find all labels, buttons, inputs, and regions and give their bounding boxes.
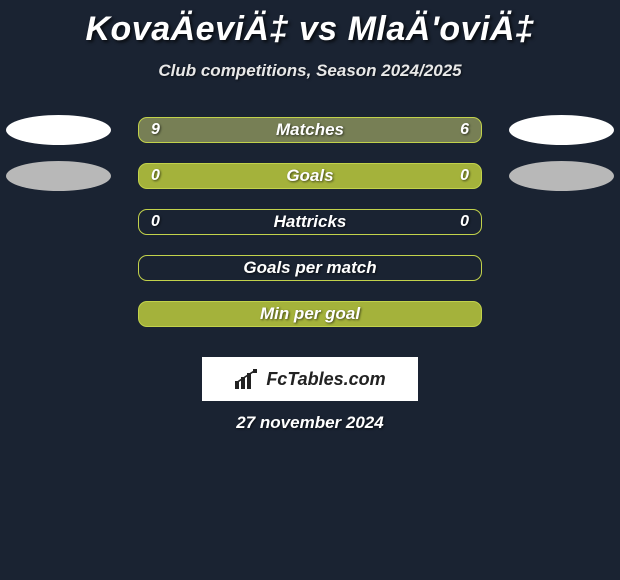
- stat-value-left: 0: [151, 167, 160, 185]
- stat-bar: Min per goal: [138, 301, 482, 327]
- stat-row: Goals per match: [0, 251, 620, 297]
- stat-bar: 0 Goals 0: [138, 163, 482, 189]
- snapshot-date: 27 november 2024: [0, 413, 620, 433]
- stat-value-right: 6: [460, 121, 469, 139]
- stat-value-left: 0: [151, 213, 160, 231]
- stat-bar: Goals per match: [138, 255, 482, 281]
- stat-label: Goals per match: [243, 258, 376, 278]
- page-subtitle: Club competitions, Season 2024/2025: [0, 61, 620, 81]
- player-indicator-right: [509, 115, 614, 145]
- player-indicator-left: [6, 161, 111, 191]
- logo-text: FcTables.com: [266, 369, 385, 390]
- stat-value-right: 0: [460, 167, 469, 185]
- player-indicator-right: [509, 161, 614, 191]
- stat-row: 9 Matches 6: [0, 113, 620, 159]
- stat-bar: 0 Hattricks 0: [138, 209, 482, 235]
- stat-row: 0 Goals 0: [0, 159, 620, 205]
- stat-label: Goals: [286, 166, 333, 186]
- stat-label: Hattricks: [274, 212, 347, 232]
- page-title: KovaÄeviÄ‡ vs MlaÄ'oviÄ‡: [0, 0, 620, 49]
- stat-rows: 9 Matches 6 0 Goals 0 0 Hattricks 0 Goals per mat…: [0, 113, 620, 343]
- stat-label: Matches: [276, 120, 344, 140]
- logo-badge: FcTables.com: [202, 357, 418, 401]
- stat-label: Min per goal: [260, 304, 360, 324]
- stat-row: Min per goal: [0, 297, 620, 343]
- bar-chart-icon: [234, 369, 260, 389]
- stat-row: 0 Hattricks 0: [0, 205, 620, 251]
- stat-value-left: 9: [151, 121, 160, 139]
- stat-value-right: 0: [460, 213, 469, 231]
- player-indicator-left: [6, 115, 111, 145]
- stat-bar: 9 Matches 6: [138, 117, 482, 143]
